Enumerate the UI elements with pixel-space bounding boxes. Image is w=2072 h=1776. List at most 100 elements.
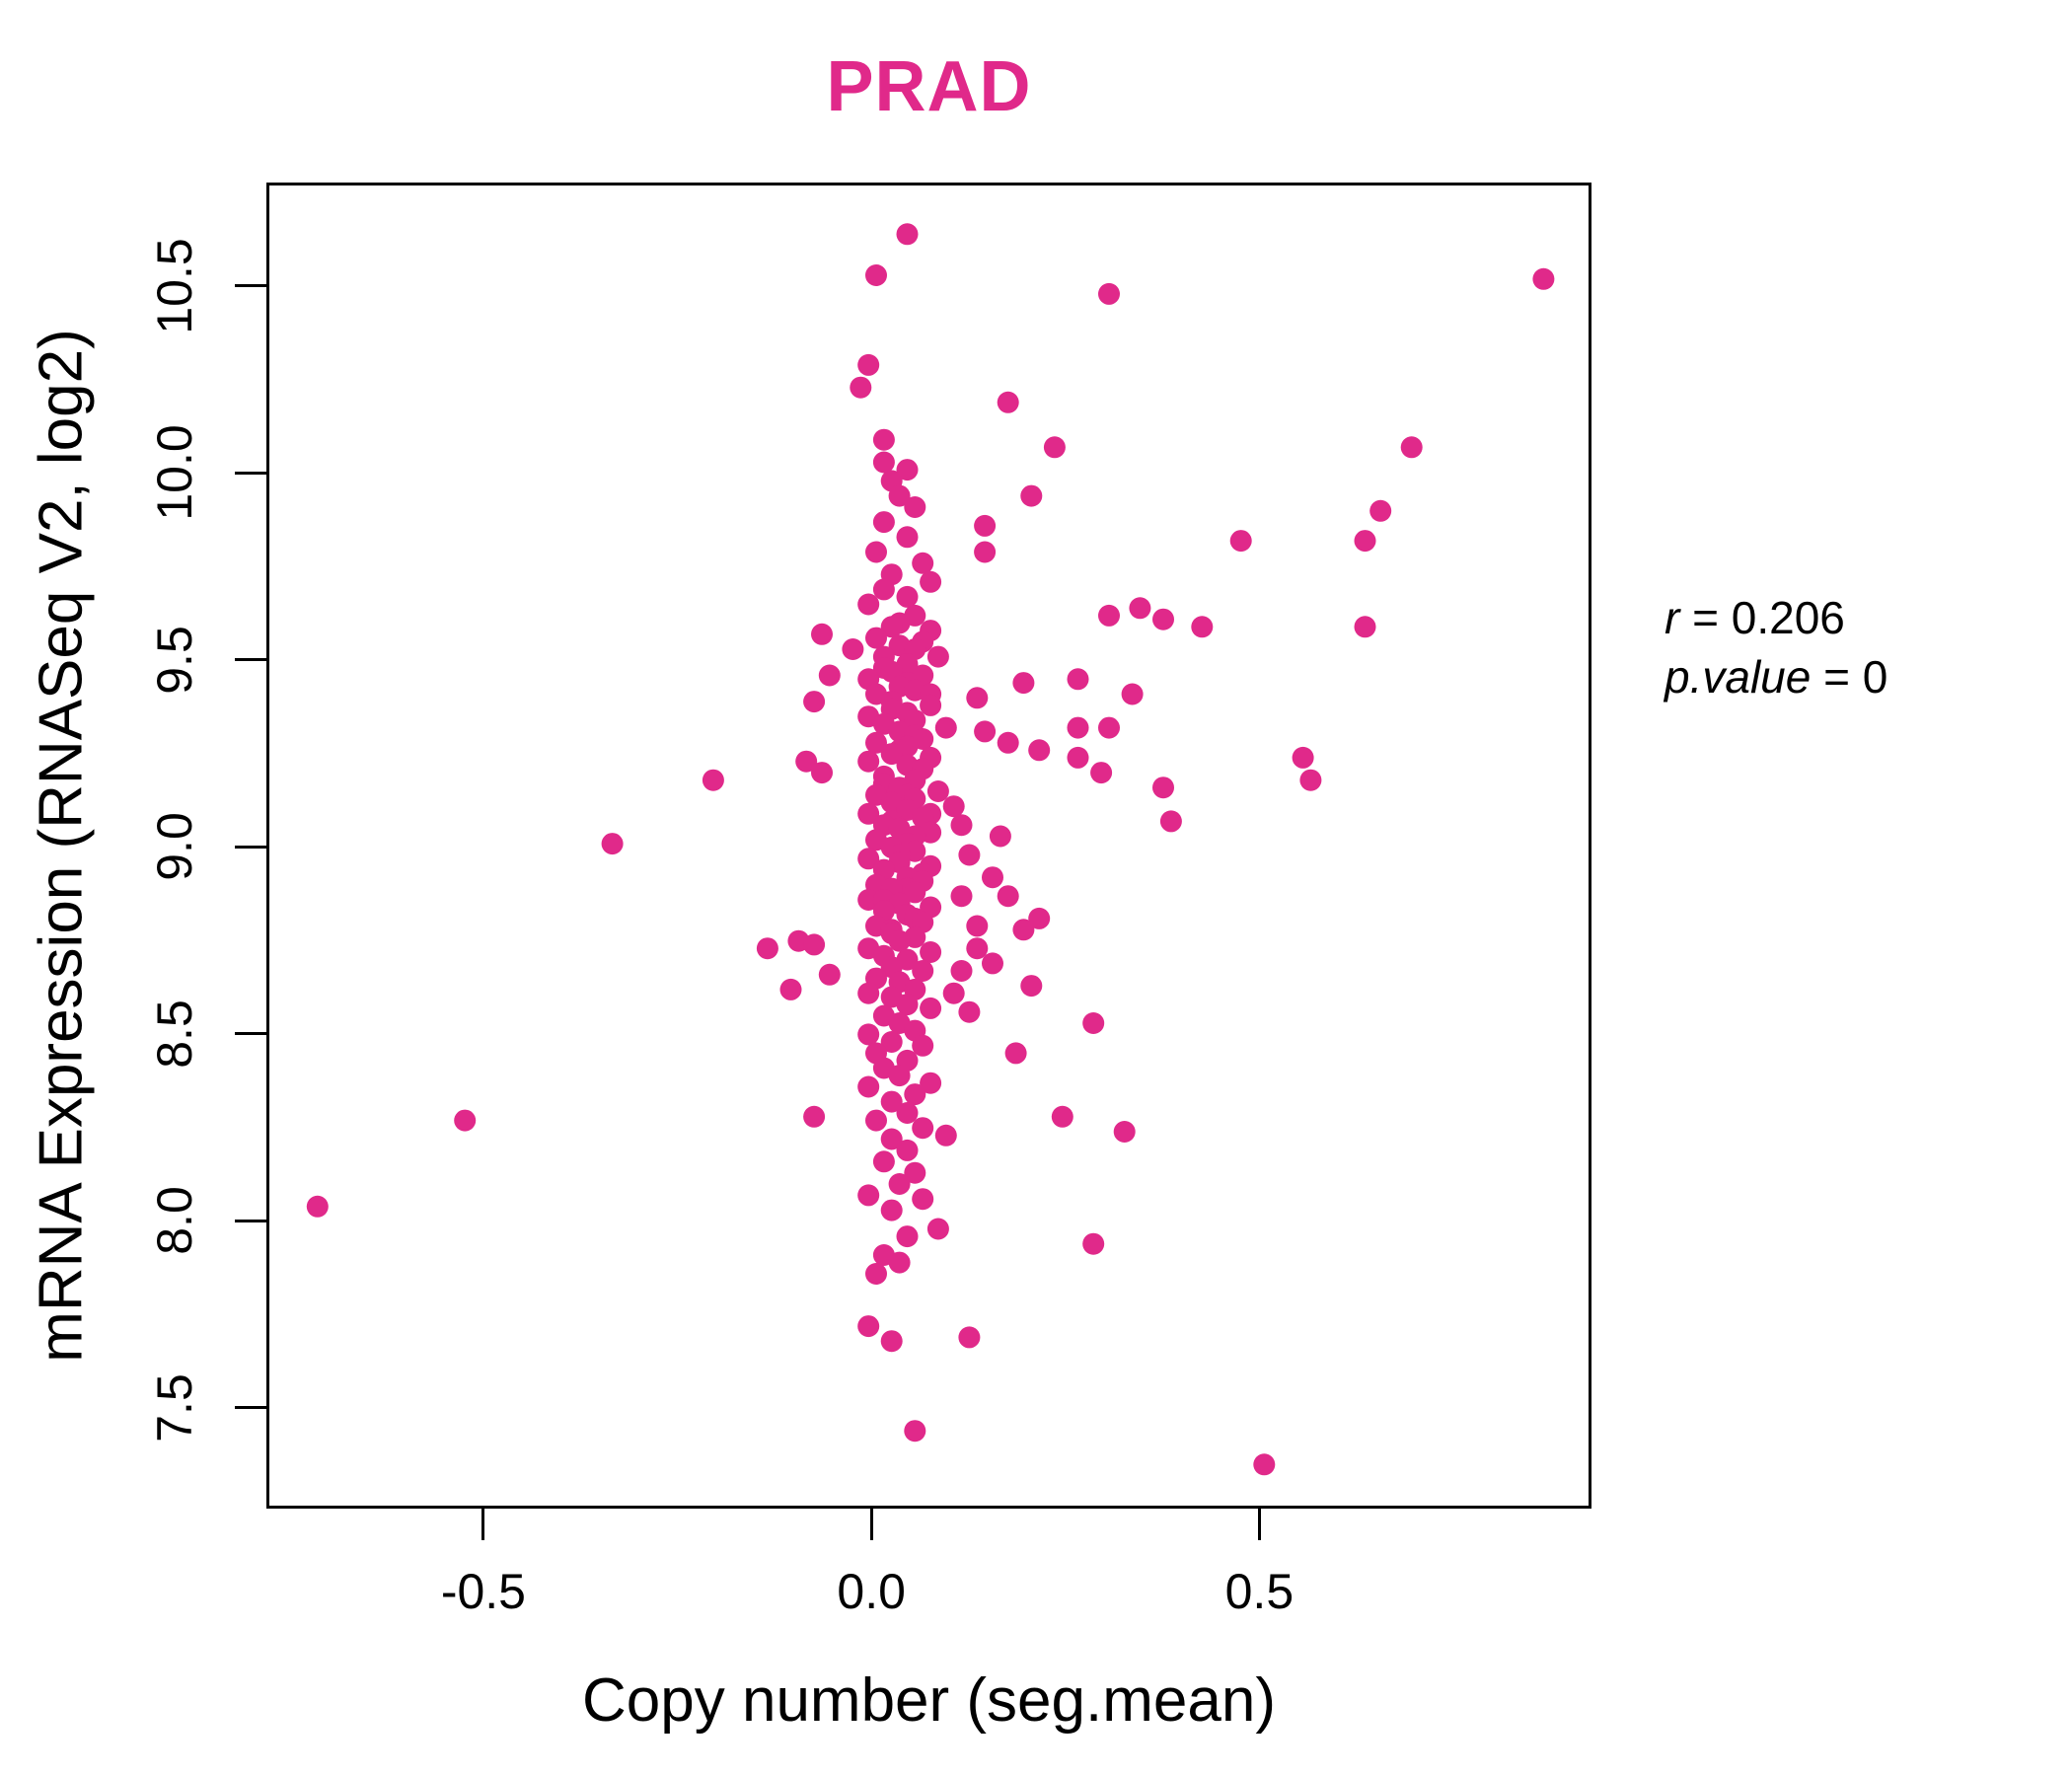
data-point <box>1152 608 1174 630</box>
data-point <box>997 391 1019 413</box>
data-point <box>779 978 802 1000</box>
data-point <box>1400 436 1423 459</box>
p-value-line: p.value = 0 <box>1665 651 1888 703</box>
data-point <box>1098 716 1120 739</box>
y-axis-tick-label: 7.5 <box>147 1372 202 1443</box>
y-axis-tick-label: 10.5 <box>147 237 202 334</box>
data-point <box>950 814 973 837</box>
data-point <box>865 541 887 563</box>
data-point <box>1253 1453 1276 1476</box>
data-point <box>904 496 926 518</box>
data-point <box>942 795 965 818</box>
y-axis-tick <box>235 1406 266 1410</box>
data-point <box>872 511 895 534</box>
data-point <box>880 1199 903 1221</box>
data-point <box>888 929 911 952</box>
data-point <box>997 885 1019 908</box>
data-point <box>811 762 833 784</box>
data-point <box>865 264 887 286</box>
data-point <box>857 1023 880 1046</box>
data-point <box>850 376 872 399</box>
data-point <box>1191 616 1214 638</box>
data-point <box>1082 1012 1105 1034</box>
plot-area: -0.5 0.0 0.5 7.5 8.0 8.5 9.0 9.5 10.0 10.5 <box>147 183 1591 1619</box>
data-point <box>880 1128 903 1150</box>
data-point <box>896 585 919 608</box>
data-point <box>857 982 880 1004</box>
y-axis-tick-label: 9.5 <box>147 625 202 695</box>
data-point <box>912 1188 934 1211</box>
data-point <box>1098 604 1120 627</box>
data-point <box>1082 1232 1105 1255</box>
data-point <box>912 552 934 574</box>
x-axis-tick-label: 0.0 <box>837 1564 906 1619</box>
data-point <box>803 691 826 713</box>
data-point <box>974 541 997 563</box>
data-point <box>888 484 911 507</box>
data-point <box>896 1139 919 1161</box>
data-point <box>1043 436 1066 459</box>
data-point <box>811 623 833 645</box>
data-point <box>756 937 778 960</box>
y-axis-tick-label: 10.0 <box>147 424 202 521</box>
data-point <box>1020 975 1043 998</box>
data-point <box>904 881 926 904</box>
data-point <box>857 1184 880 1207</box>
data-point <box>958 1000 981 1023</box>
data-point <box>920 941 942 963</box>
data-point <box>942 982 965 1004</box>
data-point <box>865 627 887 649</box>
plot-title: PRAD <box>826 47 1032 126</box>
data-point <box>926 1218 949 1240</box>
data-point <box>912 960 934 982</box>
data-point <box>904 1420 926 1443</box>
data-point <box>920 694 942 716</box>
data-point <box>1113 1121 1136 1143</box>
y-axis-tick <box>235 845 266 849</box>
data-point <box>1028 739 1051 762</box>
data-point <box>926 780 949 802</box>
data-point <box>803 933 826 956</box>
data-point <box>1051 1105 1073 1128</box>
y-axis-tick <box>235 471 266 475</box>
data-point <box>818 963 841 986</box>
data-point <box>880 1330 903 1353</box>
data-point <box>306 1195 329 1218</box>
data-point <box>950 885 973 908</box>
data-point <box>904 1161 926 1184</box>
data-point <box>1152 777 1174 799</box>
y-axis-tick <box>235 658 266 662</box>
data-point <box>958 844 981 866</box>
x-axis-title: Copy number (seg.mean) <box>582 1666 1276 1735</box>
data-point <box>912 1117 934 1140</box>
data-point <box>896 1102 919 1124</box>
data-point <box>1067 716 1089 739</box>
data-point <box>896 526 919 549</box>
data-point <box>872 578 895 601</box>
data-point <box>1012 672 1035 695</box>
data-point <box>857 889 880 911</box>
data-point <box>974 514 997 537</box>
data-point <box>896 223 919 246</box>
scatter-layer <box>306 223 1555 1476</box>
data-point <box>803 1105 826 1128</box>
data-point <box>1354 616 1376 638</box>
y-axis-tick <box>235 1219 266 1222</box>
data-point <box>857 1315 880 1338</box>
data-point <box>872 451 895 474</box>
x-axis-tick <box>869 1509 873 1540</box>
data-point <box>1012 919 1035 941</box>
data-point <box>454 1109 477 1132</box>
data-point <box>702 769 724 791</box>
data-point <box>880 1090 903 1113</box>
r-value-line: r = 0.206 <box>1665 592 1845 643</box>
data-point <box>904 1083 926 1106</box>
y-axis-tick-label: 9.0 <box>147 812 202 881</box>
data-point <box>888 1173 911 1195</box>
data-point <box>1292 746 1314 769</box>
data-point <box>601 833 624 855</box>
data-point <box>872 428 895 451</box>
data-point <box>1354 530 1376 553</box>
x-axis-tick <box>1257 1509 1261 1540</box>
data-point <box>920 1072 942 1094</box>
